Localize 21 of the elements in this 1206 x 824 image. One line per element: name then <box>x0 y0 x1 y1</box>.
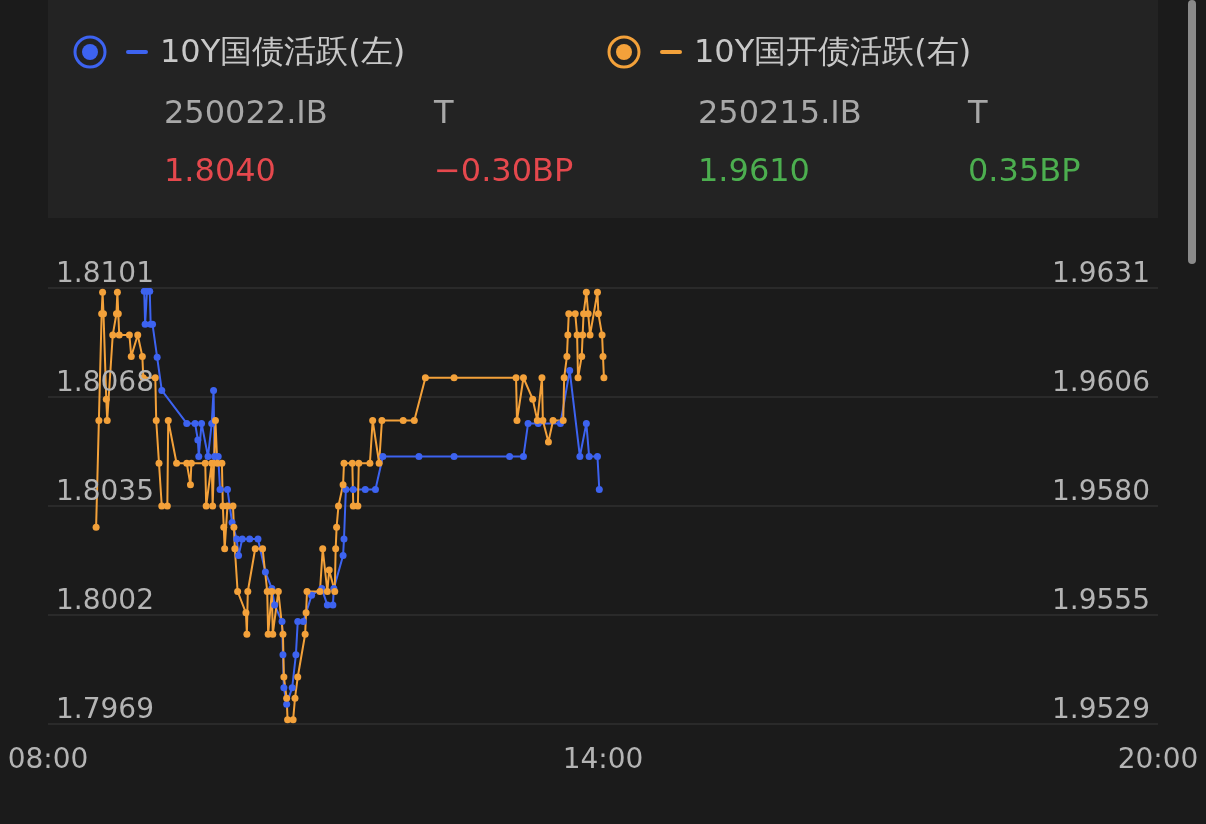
text: 250215.IB <box>698 92 863 133</box>
text: 1.8040 <box>164 150 277 191</box>
y-tick-label: 1.8101 <box>56 255 154 289</box>
y-tick-label: 1.8002 <box>56 582 154 616</box>
legend-label: 10Y国债活跃(左) <box>160 31 406 72</box>
y2-tick-label: 1.9580 <box>1052 473 1150 507</box>
legend-label: 10Y国开债活跃(右) <box>694 31 972 72</box>
text: −0.30BP <box>434 150 575 191</box>
x-tick-label: 20:00 <box>1117 741 1199 775</box>
text: T <box>434 92 455 133</box>
x-tick-label: 14:00 <box>562 741 644 775</box>
y2-tick-label: 1.9555 <box>1052 582 1150 616</box>
y2-tick-label: 1.9631 <box>1052 255 1150 289</box>
text: 0.35BP <box>968 150 1082 191</box>
text: 1.9610 <box>698 150 811 191</box>
text: T <box>968 92 989 133</box>
y-tick-label: 1.7969 <box>56 691 154 725</box>
text: 250022.IB <box>164 92 329 133</box>
y2-tick-label: 1.9529 <box>1052 691 1150 725</box>
x-tick-label: 08:00 <box>7 741 89 775</box>
y2-tick-label: 1.9606 <box>1052 364 1150 398</box>
